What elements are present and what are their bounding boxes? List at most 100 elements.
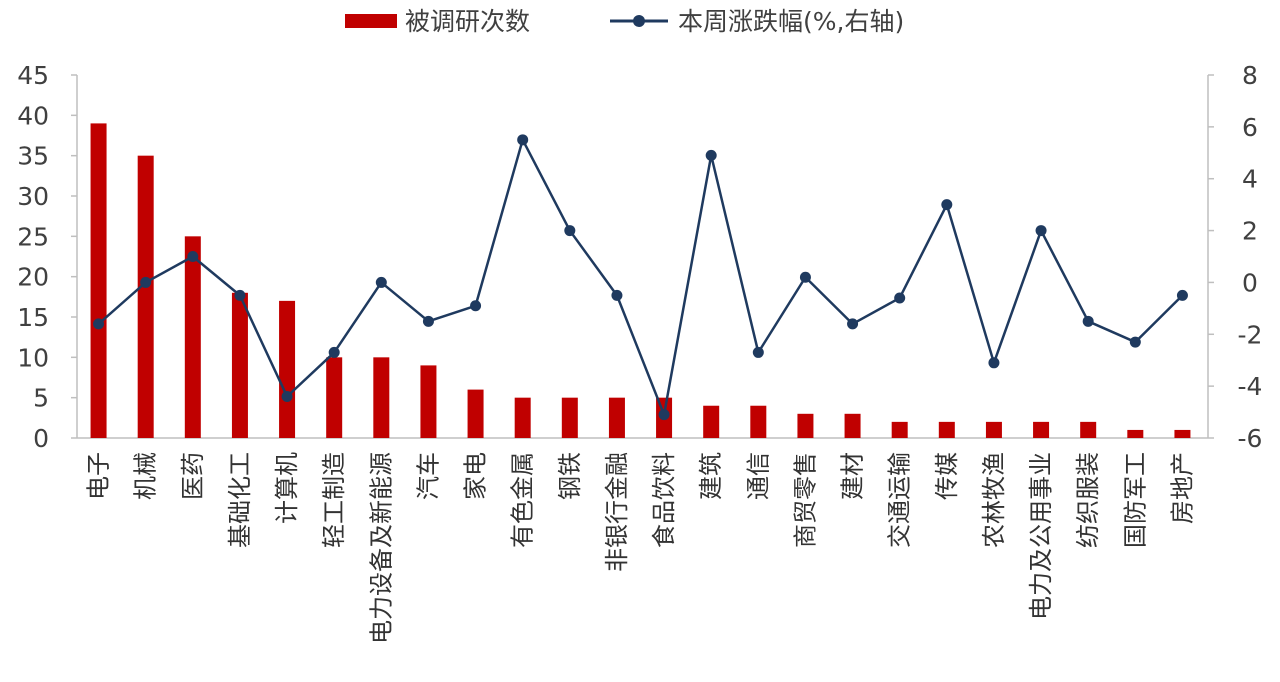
line-point-商贸零售 xyxy=(799,271,811,283)
bar-交通运输 xyxy=(891,421,908,438)
line-point-交通运输 xyxy=(894,292,906,304)
line-point-纺织服装 xyxy=(1082,315,1094,327)
category-label: 通信 xyxy=(744,452,772,500)
category-label: 汽车 xyxy=(414,452,442,500)
bar-农林牧渔 xyxy=(985,421,1002,438)
left-tick-label: 30 xyxy=(17,182,49,211)
category-label: 基础化工 xyxy=(226,452,254,548)
category-label: 食品饮料 xyxy=(650,452,678,548)
left-tick-label: 10 xyxy=(17,343,49,372)
line-point-轻工制造 xyxy=(328,346,340,358)
category-label: 建材 xyxy=(839,452,867,500)
category-label: 医药 xyxy=(179,452,207,500)
line-point-非银行金融 xyxy=(611,289,623,301)
line-point-电子 xyxy=(93,318,105,330)
bar-医药 xyxy=(184,236,201,438)
line-point-家电 xyxy=(470,300,482,312)
line-point-汽车 xyxy=(422,315,434,327)
watermark: 搜狐号@热点招财猪 xyxy=(1018,641,1252,672)
left-tick-label: 20 xyxy=(17,263,49,292)
bar-房地产 xyxy=(1174,429,1191,438)
line-point-通信 xyxy=(752,346,764,358)
axes: 0 5 10 15 20 25 30 35 40 45 -6 -4 -2 0 2 4 6 8 xyxy=(17,61,1262,453)
category-label: 国防军工 xyxy=(1121,452,1149,548)
left-tick-label: 15 xyxy=(17,303,49,332)
line-point-机械 xyxy=(140,276,152,288)
legend-line-marker xyxy=(633,15,645,27)
line-point-建材 xyxy=(847,318,859,330)
right-tick-label: -6 xyxy=(1238,424,1263,453)
line-path xyxy=(97,138,1184,416)
category-label: 家电 xyxy=(462,452,490,500)
category-label: 计算机 xyxy=(273,452,301,524)
bar-电力及公用事业 xyxy=(1033,421,1050,438)
bar-传媒 xyxy=(938,421,955,438)
category-label: 轻工制造 xyxy=(320,452,348,548)
bar-轻工制造 xyxy=(326,357,343,438)
legend-line-label: 本周涨跌幅(%,右轴) xyxy=(678,7,904,36)
right-tick-label: 6 xyxy=(1242,113,1258,142)
bar-纺织服装 xyxy=(1080,421,1097,438)
bar-机械 xyxy=(137,155,154,438)
line-point-国防军工 xyxy=(1129,336,1141,348)
category-label: 房地产 xyxy=(1168,452,1196,524)
left-tick-label: 5 xyxy=(33,384,49,413)
left-tick-label: 0 xyxy=(33,424,49,453)
bar-家电 xyxy=(467,389,484,438)
bar-汽车 xyxy=(420,365,437,438)
right-tick-label: -2 xyxy=(1238,320,1263,349)
line-point-有色金属 xyxy=(517,134,529,146)
bar-钢铁 xyxy=(561,397,578,438)
line-point-钢铁 xyxy=(564,225,576,237)
bar-非银行金融 xyxy=(608,397,625,438)
bar-有色金属 xyxy=(514,397,531,438)
bar-计算机 xyxy=(279,300,296,438)
bar-建筑 xyxy=(703,405,720,438)
right-tick-label: 4 xyxy=(1242,165,1258,194)
bar-基础化工 xyxy=(231,292,248,438)
line-point-基础化工 xyxy=(234,289,246,301)
bar-国防军工 xyxy=(1127,429,1144,438)
line-point-计算机 xyxy=(281,391,293,403)
bar-建材 xyxy=(844,413,861,438)
category-label: 电子 xyxy=(85,452,113,500)
category-label: 农林牧渔 xyxy=(980,452,1008,548)
line-point-食品饮料 xyxy=(658,409,670,421)
right-tick-label: 0 xyxy=(1242,268,1258,297)
category-label: 电力设备及新能源 xyxy=(367,452,395,644)
line-point-电力及公用事业 xyxy=(1035,225,1047,237)
line-point-建筑 xyxy=(705,149,717,161)
left-tick-label: 35 xyxy=(17,142,49,171)
legend-bar-label: 被调研次数 xyxy=(405,7,530,36)
right-tick-label: 8 xyxy=(1242,61,1258,90)
right-tick-label: -4 xyxy=(1238,372,1263,401)
category-label: 商贸零售 xyxy=(791,452,819,548)
line-point-传媒 xyxy=(941,199,953,211)
bar-电力设备及新能源 xyxy=(373,357,390,438)
bar-商贸零售 xyxy=(797,413,814,438)
right-tick-label: 2 xyxy=(1242,217,1258,246)
left-tick-label: 45 xyxy=(17,61,49,90)
category-label: 机械 xyxy=(132,452,160,500)
bars xyxy=(90,123,1191,439)
category-labels: 电子 机械 医药 基础化工 计算机 轻工制造 电力设备及新能源 汽车 家电 有色金属 钢铁 非银行金融… xyxy=(85,452,1197,644)
category-label: 非银行金融 xyxy=(603,452,631,572)
category-label: 电力及公用事业 xyxy=(1027,452,1055,620)
bar-电子 xyxy=(90,123,107,439)
category-label: 交通运输 xyxy=(886,452,914,548)
line-series xyxy=(93,134,1188,421)
category-label: 纺织服装 xyxy=(1074,452,1102,548)
bar-通信 xyxy=(750,405,767,438)
left-tick-label: 40 xyxy=(17,101,49,130)
left-tick-label: 25 xyxy=(17,222,49,251)
line-point-医药 xyxy=(187,251,199,262)
line-point-房地产 xyxy=(1176,289,1188,301)
category-label: 钢铁 xyxy=(556,452,584,500)
category-label: 有色金属 xyxy=(509,452,537,548)
line-point-农林牧渔 xyxy=(988,357,1000,369)
legend-bar-swatch xyxy=(345,14,397,28)
category-label: 建筑 xyxy=(697,452,725,500)
line-point-电力设备及新能源 xyxy=(375,276,387,288)
legend: 被调研次数 本周涨跌幅(%,右轴) xyxy=(345,7,904,36)
